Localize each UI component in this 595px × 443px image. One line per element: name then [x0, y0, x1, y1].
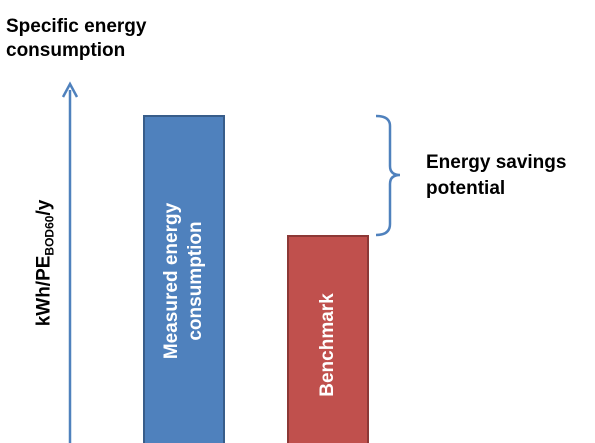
measured-energy-label-line1: Measured energy: [161, 202, 182, 360]
y-axis-label-main: kWh/PE: [33, 255, 55, 327]
diagram-title: Specific energy consumption: [6, 15, 266, 63]
measured-energy-label-line2: consumption: [185, 221, 206, 341]
savings-potential-line2: potential: [426, 178, 506, 199]
savings-potential-label: Energy savings potential: [426, 150, 566, 202]
benchmark-label: Benchmark: [316, 293, 340, 397]
measured-energy-label: Measured energy consumption: [160, 203, 208, 359]
y-axis-label-tail: /y: [33, 199, 55, 216]
measured-energy-bar: [143, 115, 225, 443]
savings-potential-line1: Energy savings: [426, 152, 567, 173]
diagram-title-line1: Specific energy: [6, 16, 147, 37]
benchmark-label-text: Benchmark: [317, 293, 338, 397]
y-axis-label-subscript: BOD60: [42, 215, 57, 256]
diagram-title-line2: consumption: [6, 40, 126, 61]
benchmark-bar: [287, 235, 369, 443]
y-axis-label: kWh/PEBOD60/y: [34, 200, 57, 327]
